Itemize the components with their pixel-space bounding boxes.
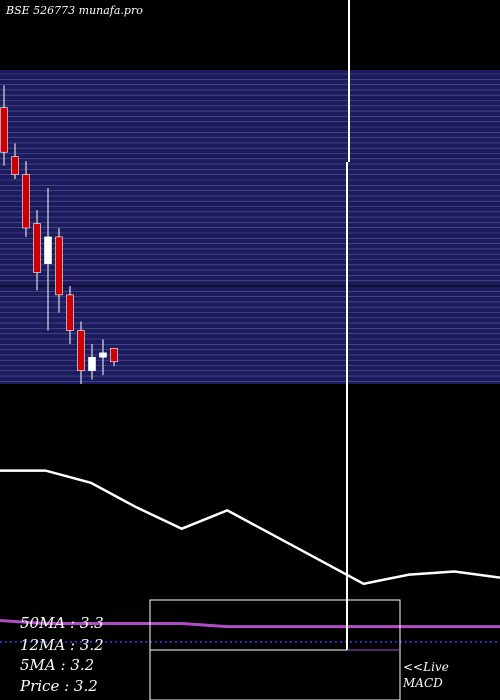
- candle-down: [55, 236, 63, 296]
- candle-down: [77, 330, 85, 371]
- stat-price: Price : 3.2: [20, 677, 98, 695]
- signal-line: [0, 619, 500, 629]
- candle-down: [110, 348, 118, 363]
- candle-up: [44, 236, 52, 264]
- candle-down: [33, 223, 41, 273]
- candle-down: [22, 174, 30, 229]
- candlestick-series: [0, 85, 118, 384]
- candle-up: [99, 352, 107, 358]
- macd-line: [0, 469, 500, 586]
- price-grid: [0, 73, 500, 382]
- macd-link[interactable]: MACD: [403, 676, 443, 690]
- chart-header-title: BSE 526773 munafa.pro: [6, 4, 143, 17]
- price-panel-background: [0, 70, 500, 384]
- stat-5ma: 5MA : 3.2: [20, 656, 95, 674]
- stat-12ma: 12MA : 3.2: [20, 636, 104, 654]
- macd-panel: [0, 469, 500, 643]
- candle-down: [0, 107, 8, 153]
- live-link[interactable]: <<Live: [403, 660, 449, 674]
- candle-down: [66, 294, 74, 331]
- stat-50ma: 50MA : 3.3: [20, 614, 104, 632]
- candle-up: [88, 356, 96, 371]
- candle-down: [11, 156, 19, 175]
